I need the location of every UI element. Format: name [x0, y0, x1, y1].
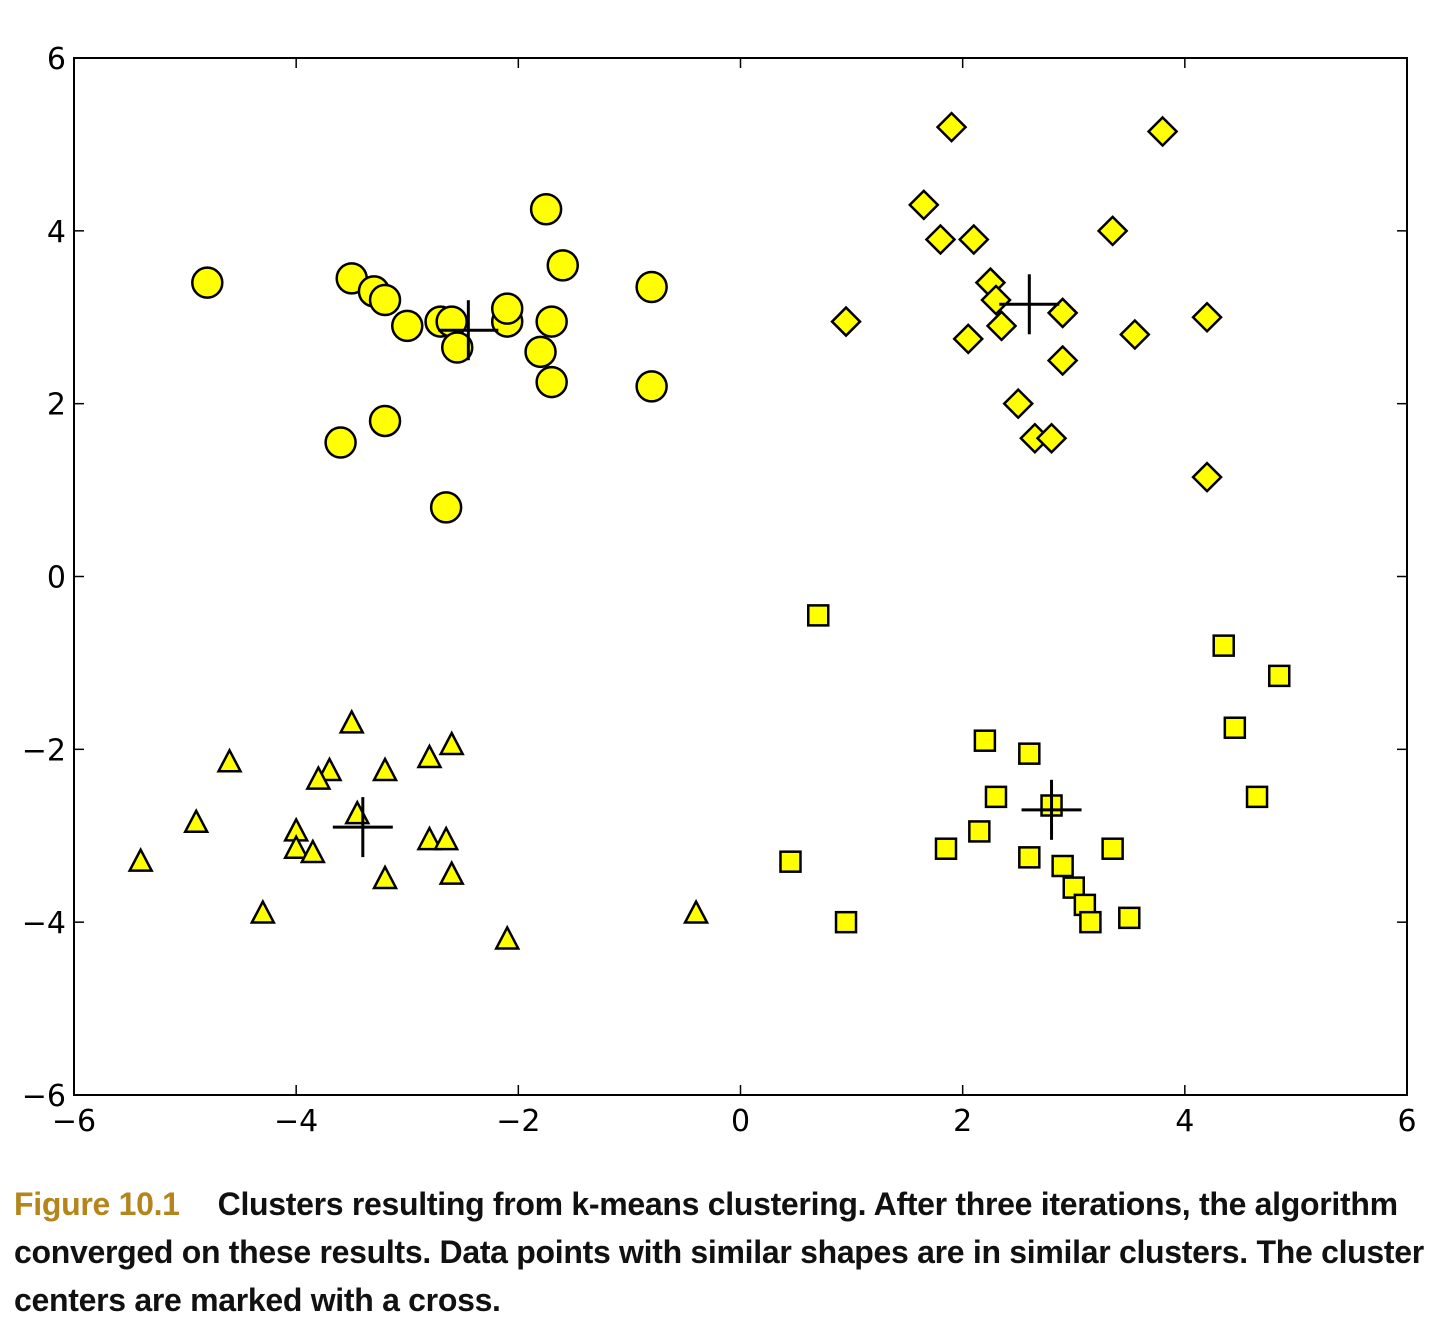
triangle-point: [416, 825, 443, 851]
circle-point: [191, 266, 224, 299]
square-point: [968, 820, 991, 843]
diamond-point: [1096, 215, 1129, 247]
circle-point: [391, 309, 424, 343]
triangle-point: [299, 838, 326, 864]
square-point: [834, 910, 858, 934]
data-points: [127, 111, 1291, 950]
circle-point: [368, 283, 402, 317]
y-tick-label: 6: [47, 42, 66, 77]
square-point: [1051, 854, 1074, 878]
circle-point: [440, 331, 474, 364]
diamond-point: [1035, 422, 1068, 455]
scatter-chart: −6 −4 −2 0 2 4 6 6 4 2 0 −2 −4 −6: [22, 42, 1417, 1139]
square-point: [807, 604, 830, 627]
diamond-point: [830, 305, 862, 338]
diamond-point: [924, 223, 957, 256]
circle-point: [490, 292, 524, 325]
circle-point: [546, 249, 580, 282]
triangle-point: [216, 747, 243, 773]
triangle-point: [183, 808, 210, 834]
diamond-point: [1191, 301, 1223, 334]
figure-label: Figure 10.1: [14, 1186, 180, 1222]
axis-ticks: [73, 57, 1408, 1096]
y-tick-label: −6: [22, 1079, 66, 1114]
caption-text: Clusters resulting from k-means clusteri…: [14, 1186, 1424, 1318]
diamond-point: [1119, 318, 1151, 351]
x-tick-label: −4: [274, 1104, 318, 1139]
triangle-point: [305, 764, 332, 790]
square-point: [1223, 716, 1247, 739]
circle-point: [529, 192, 563, 226]
diamond-point: [908, 189, 940, 221]
diamond-point: [952, 323, 984, 355]
triangle-point: [433, 825, 460, 851]
square-point: [934, 837, 958, 860]
diamond-point: [1191, 461, 1223, 493]
x-tick-label: −6: [52, 1104, 96, 1139]
circle-point: [368, 404, 402, 438]
x-tick-label: 6: [1397, 1104, 1416, 1139]
diamond-point: [980, 284, 1012, 316]
y-tick-label: 0: [47, 561, 66, 596]
y-tick-label: −2: [22, 733, 66, 768]
triangle-point: [371, 864, 399, 890]
circle-point: [524, 335, 557, 369]
y-tick-label: 4: [47, 215, 66, 250]
triangle-point: [494, 924, 521, 950]
square-point: [779, 850, 802, 873]
square-point: [973, 729, 997, 752]
triangle-point: [438, 730, 465, 756]
triangle-point: [127, 846, 154, 872]
square-point: [1018, 846, 1041, 869]
plot-area: [73, 57, 1408, 1096]
circle-point: [635, 370, 668, 403]
triangle-point: [438, 859, 465, 885]
diamond-point: [985, 310, 1018, 342]
circle-point: [635, 270, 668, 304]
square-point: [1212, 634, 1235, 657]
triangle-point: [249, 898, 276, 924]
x-tick-label: 2: [953, 1104, 972, 1139]
triangle-point: [416, 743, 443, 769]
square-point: [1118, 906, 1141, 930]
square-point: [1245, 785, 1269, 809]
square-point: [984, 785, 1008, 809]
x-tick-label: 0: [731, 1104, 750, 1139]
circle-point: [535, 305, 568, 338]
y-tick-label: −4: [22, 906, 66, 941]
axis-tick-labels: −6 −4 −2 0 2 4 6 6 4 2 0 −2 −4 −6: [22, 42, 1417, 1139]
diamond-point: [958, 223, 990, 256]
triangle-point: [371, 756, 399, 782]
circle-point: [429, 491, 463, 524]
circle-point: [535, 365, 568, 399]
diamond-point: [1146, 115, 1179, 148]
diamond-point: [935, 111, 968, 143]
circle-point: [324, 426, 357, 459]
diamond-point: [1046, 344, 1079, 377]
y-tick-label: 2: [47, 388, 66, 423]
cluster-centers: [332, 274, 1082, 858]
diamond-point: [1002, 387, 1034, 420]
triangle-point: [316, 756, 343, 782]
x-tick-label: −2: [496, 1104, 540, 1139]
square-point: [1268, 664, 1291, 688]
diamond-point: [1046, 297, 1079, 329]
triangle-point: [338, 708, 365, 734]
square-point: [1101, 837, 1124, 860]
triangle-point: [283, 834, 310, 859]
figure-caption: Figure 10.1 Clusters resulting from k-mea…: [14, 1180, 1424, 1324]
triangle-point: [683, 898, 710, 924]
square-point: [1079, 910, 1102, 934]
square-point: [1018, 742, 1041, 765]
x-tick-label: 4: [1175, 1104, 1194, 1139]
